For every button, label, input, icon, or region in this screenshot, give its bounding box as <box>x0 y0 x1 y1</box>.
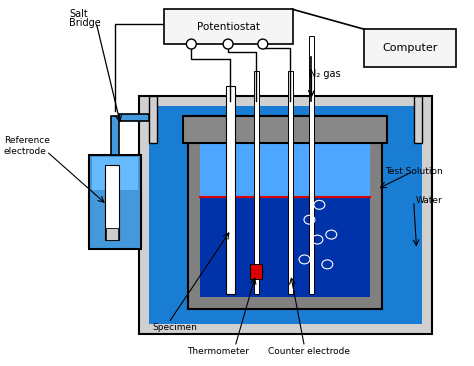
Circle shape <box>223 39 233 49</box>
Bar <box>201 197 370 297</box>
Text: Water: Water <box>416 197 442 205</box>
Bar <box>254 71 259 294</box>
Circle shape <box>186 39 196 49</box>
Bar <box>364 29 456 67</box>
Bar <box>250 264 262 279</box>
Bar <box>414 96 421 143</box>
Text: Potentiostat: Potentiostat <box>197 22 260 32</box>
Bar <box>92 157 138 190</box>
Bar <box>89 155 141 250</box>
Circle shape <box>258 39 268 49</box>
Bar <box>188 116 382 309</box>
Bar <box>139 96 431 334</box>
Bar <box>119 113 149 122</box>
Bar <box>105 165 119 240</box>
Bar <box>106 228 118 240</box>
Text: N₂ gas: N₂ gas <box>310 69 341 79</box>
Text: Salt: Salt <box>69 9 88 19</box>
Bar <box>201 116 370 197</box>
Bar <box>111 116 119 155</box>
Text: Thermometer: Thermometer <box>187 347 249 356</box>
Bar <box>164 9 292 44</box>
Text: Test Solution: Test Solution <box>385 167 442 176</box>
Text: Bridge: Bridge <box>69 18 101 28</box>
Bar <box>288 71 292 294</box>
Text: Specimen: Specimen <box>153 323 198 332</box>
Bar <box>183 116 387 143</box>
Bar <box>310 36 314 294</box>
Bar <box>149 96 156 143</box>
Bar <box>149 106 421 324</box>
Text: Reference
electrode: Reference electrode <box>4 137 50 156</box>
Text: Computer: Computer <box>383 43 438 53</box>
Text: Counter electrode: Counter electrode <box>268 347 350 356</box>
Bar <box>226 86 235 294</box>
